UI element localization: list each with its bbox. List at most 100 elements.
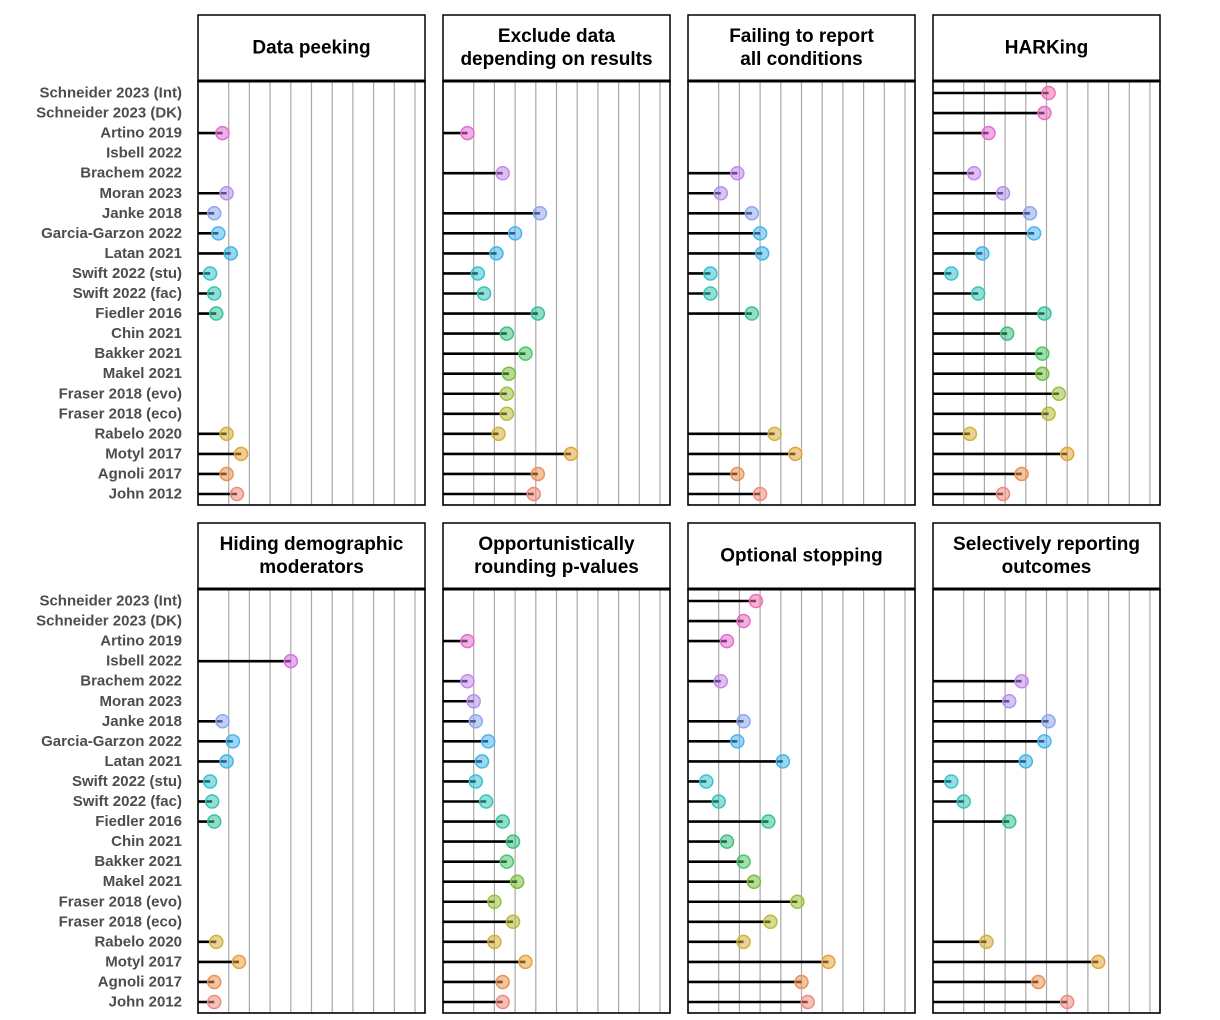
lollipop-point — [719, 834, 735, 849]
lollipop-point — [975, 246, 990, 261]
lollipop-point — [1030, 974, 1046, 990]
panel-title: all conditions — [740, 49, 862, 70]
lollipop-point — [211, 226, 226, 241]
study-label: Schneider 2023 (Int) — [39, 85, 182, 102]
lollipop-point — [202, 266, 218, 281]
study-label: Fiedler 2016 — [95, 305, 182, 322]
lollipop-point — [225, 734, 241, 749]
lollipop-point — [999, 326, 1015, 341]
lollipop-point — [719, 633, 735, 649]
lollipop-point — [209, 934, 224, 950]
study-label: Makel 2021 — [103, 365, 182, 382]
lollipop-point — [468, 774, 484, 789]
panel-title: rounding p-values — [474, 557, 639, 578]
lollipop-point — [1035, 366, 1050, 381]
lollipop-point — [966, 165, 982, 181]
study-label: Swift 2022 (fac) — [73, 285, 182, 302]
lollipop-point — [499, 386, 515, 401]
panel-title: Selectively reporting — [953, 534, 1140, 555]
strip-box — [687, 522, 916, 590]
study-label: Agnoli 2017 — [98, 465, 182, 482]
study-label: Schneider 2023 (Int) — [39, 593, 182, 610]
lollipop-point — [944, 774, 959, 789]
panel-title: Exclude data — [498, 26, 616, 47]
study-label: Schneider 2023 (DK) — [36, 105, 182, 122]
lollipop-point — [499, 854, 515, 869]
lollipop-point — [518, 346, 533, 361]
study-label: Schneider 2023 (DK) — [36, 613, 182, 630]
lollipop-point — [223, 246, 239, 261]
strip-box — [197, 14, 426, 82]
strip-box — [932, 522, 1161, 590]
lollipop-point — [495, 165, 510, 181]
lollipop-point — [505, 914, 521, 930]
lollipop-point — [744, 306, 760, 321]
panel-title: Optional stopping — [720, 546, 883, 567]
lollipop-point — [507, 226, 523, 241]
lollipop-point — [730, 466, 745, 482]
lollipop-point — [476, 286, 492, 301]
lollipop-point — [233, 446, 249, 462]
lollipop-point — [487, 894, 502, 909]
study-label: John 2012 — [109, 486, 182, 503]
lollipop-point — [1014, 673, 1029, 689]
lollipop-point — [206, 814, 222, 829]
strip-box — [197, 522, 426, 590]
panel-title: moderators — [259, 557, 364, 578]
study-label: Motyl 2017 — [105, 953, 182, 970]
lollipop-point — [202, 774, 218, 789]
lollipop-point — [775, 754, 791, 769]
lollipop-point — [962, 426, 978, 442]
study-label: Isbell 2022 — [106, 145, 182, 162]
study-label: Makel 2021 — [103, 873, 182, 890]
lollipop-point — [518, 954, 533, 970]
study-label: Chin 2021 — [111, 833, 182, 850]
lollipop-point — [979, 934, 994, 950]
lollipop-point — [460, 633, 475, 649]
lollipop-point — [995, 486, 1011, 502]
lollipop-point — [466, 694, 481, 709]
lollipop-point — [736, 934, 751, 950]
lollipop-point — [532, 206, 548, 221]
panel-title: Opportunistically — [478, 534, 635, 555]
lollipop-point — [1037, 306, 1052, 321]
lollipop-point — [478, 794, 494, 809]
lollipop-point — [981, 125, 996, 141]
lollipop-point — [489, 246, 504, 261]
lollipop-point — [206, 974, 222, 990]
lollipop-point — [995, 186, 1011, 201]
lollipop-point — [563, 446, 579, 462]
study-label: Fiedler 2016 — [95, 813, 182, 830]
strip-box — [687, 14, 916, 82]
study-label: Janke 2018 — [102, 205, 182, 222]
lollipop-point — [956, 794, 971, 809]
panel-title: Hiding demographic — [220, 534, 404, 555]
study-label: Artino 2019 — [100, 125, 182, 142]
lollipop-point — [209, 306, 224, 321]
lollipop-point — [754, 246, 770, 261]
lollipop-point — [219, 186, 234, 201]
lollipop-point — [788, 446, 803, 462]
study-label: Fraser 2018 (evo) — [59, 893, 182, 910]
panel-title: HARKing — [1005, 38, 1088, 59]
lollipop-point — [1035, 346, 1050, 361]
study-label: Latan 2021 — [104, 245, 182, 262]
lollipop-point — [219, 754, 234, 769]
study-label: Artino 2019 — [100, 633, 182, 650]
study-label: Garcia-Garzon 2022 — [41, 225, 182, 242]
lollipop-point — [206, 994, 222, 1010]
study-label: Motyl 2017 — [105, 445, 182, 462]
study-label: Garcia-Garzon 2022 — [41, 733, 182, 750]
lollipop-point — [495, 814, 510, 829]
lollipop-point — [499, 326, 515, 341]
lollipop-point — [505, 834, 521, 849]
lollipop-point — [730, 165, 745, 181]
panel-title: Data peeking — [252, 38, 370, 59]
panel-4: HARKing — [932, 14, 1161, 506]
lollipop-point — [526, 486, 541, 502]
study-label: Swift 2022 (fac) — [73, 793, 182, 810]
lollipop-point — [1018, 754, 1034, 769]
